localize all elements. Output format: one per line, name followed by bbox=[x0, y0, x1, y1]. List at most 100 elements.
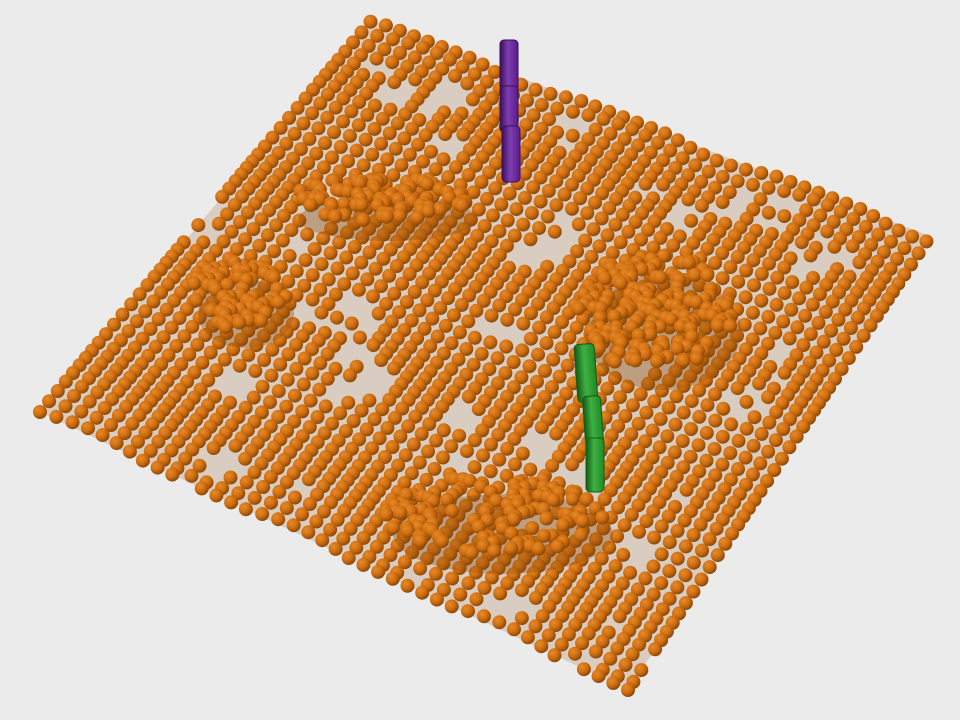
bead bbox=[811, 315, 826, 330]
bead bbox=[715, 429, 730, 444]
left-mound bbox=[186, 255, 294, 348]
bead bbox=[561, 627, 576, 642]
bead bbox=[229, 242, 244, 257]
bead bbox=[444, 599, 459, 614]
bead bbox=[524, 306, 538, 321]
cluster-bead bbox=[218, 319, 233, 334]
bead bbox=[347, 240, 362, 254]
bead bbox=[611, 500, 625, 515]
cluster-bead bbox=[354, 197, 369, 212]
bead bbox=[360, 107, 375, 122]
bead bbox=[602, 201, 617, 216]
cluster-bead bbox=[556, 518, 570, 532]
bead bbox=[305, 292, 320, 307]
bead bbox=[287, 126, 302, 141]
bead bbox=[415, 275, 430, 290]
bead bbox=[452, 325, 467, 340]
bead bbox=[798, 308, 813, 323]
bead bbox=[730, 174, 745, 189]
bead bbox=[467, 433, 482, 448]
bead bbox=[531, 347, 545, 362]
bead bbox=[523, 232, 538, 247]
bead bbox=[634, 663, 649, 678]
bead bbox=[634, 232, 648, 247]
bead bbox=[777, 184, 792, 199]
bead bbox=[762, 281, 777, 296]
bead bbox=[454, 297, 469, 312]
bead bbox=[382, 268, 397, 283]
bead bbox=[654, 519, 669, 534]
bead bbox=[303, 393, 318, 408]
bead bbox=[379, 296, 394, 311]
bead bbox=[238, 502, 253, 517]
bead bbox=[272, 333, 287, 348]
bead bbox=[831, 312, 846, 327]
bead bbox=[461, 389, 476, 404]
bead bbox=[580, 181, 595, 196]
bead bbox=[448, 160, 463, 175]
cluster-bead bbox=[575, 514, 590, 528]
bead bbox=[746, 438, 761, 453]
bead bbox=[550, 101, 565, 116]
bead bbox=[355, 230, 370, 245]
bead bbox=[223, 470, 238, 485]
bead bbox=[816, 334, 831, 349]
bead bbox=[461, 576, 476, 591]
bead bbox=[588, 122, 603, 137]
bead bbox=[220, 207, 235, 222]
bead bbox=[608, 559, 623, 574]
bead bbox=[777, 365, 792, 380]
bead bbox=[279, 399, 294, 414]
bead bbox=[401, 419, 416, 434]
bead bbox=[843, 321, 858, 335]
bead bbox=[387, 361, 401, 376]
bead bbox=[90, 385, 105, 400]
bead bbox=[846, 212, 861, 226]
bead bbox=[628, 215, 643, 229]
bead bbox=[406, 437, 421, 452]
bead bbox=[482, 165, 497, 180]
bead bbox=[571, 217, 586, 232]
bead bbox=[493, 586, 508, 601]
bead bbox=[428, 566, 443, 581]
bead bbox=[240, 205, 255, 220]
bead bbox=[547, 325, 562, 340]
bead bbox=[469, 303, 484, 318]
bead bbox=[517, 190, 532, 205]
bead bbox=[520, 93, 534, 108]
bead bbox=[753, 456, 768, 471]
bead bbox=[282, 248, 297, 263]
bead bbox=[287, 490, 302, 505]
bead bbox=[342, 128, 357, 143]
bead bbox=[435, 450, 450, 465]
bead bbox=[356, 158, 371, 173]
rod-group bbox=[499, 39, 605, 493]
bead bbox=[397, 131, 412, 146]
bead bbox=[805, 297, 820, 312]
bead bbox=[203, 345, 218, 360]
bead bbox=[767, 463, 782, 477]
cluster-bead bbox=[649, 354, 664, 369]
cluster-bead bbox=[392, 208, 407, 223]
cluster-bead bbox=[689, 295, 704, 310]
cluster-bead bbox=[681, 255, 696, 270]
cluster-bead bbox=[652, 319, 667, 334]
bead bbox=[125, 416, 140, 431]
bead bbox=[307, 242, 322, 256]
bead bbox=[428, 162, 443, 177]
bead bbox=[305, 106, 320, 121]
bead bbox=[276, 208, 291, 223]
bead bbox=[121, 324, 136, 339]
bead bbox=[812, 287, 827, 302]
bead bbox=[156, 330, 171, 345]
bead bbox=[267, 244, 282, 259]
bead bbox=[387, 286, 402, 301]
bead bbox=[352, 330, 367, 345]
bead bbox=[424, 144, 438, 159]
bead bbox=[498, 366, 513, 381]
cluster-bead bbox=[634, 262, 649, 277]
bead bbox=[328, 541, 343, 556]
bead bbox=[515, 446, 530, 461]
bead bbox=[708, 256, 723, 271]
bead bbox=[701, 164, 716, 179]
